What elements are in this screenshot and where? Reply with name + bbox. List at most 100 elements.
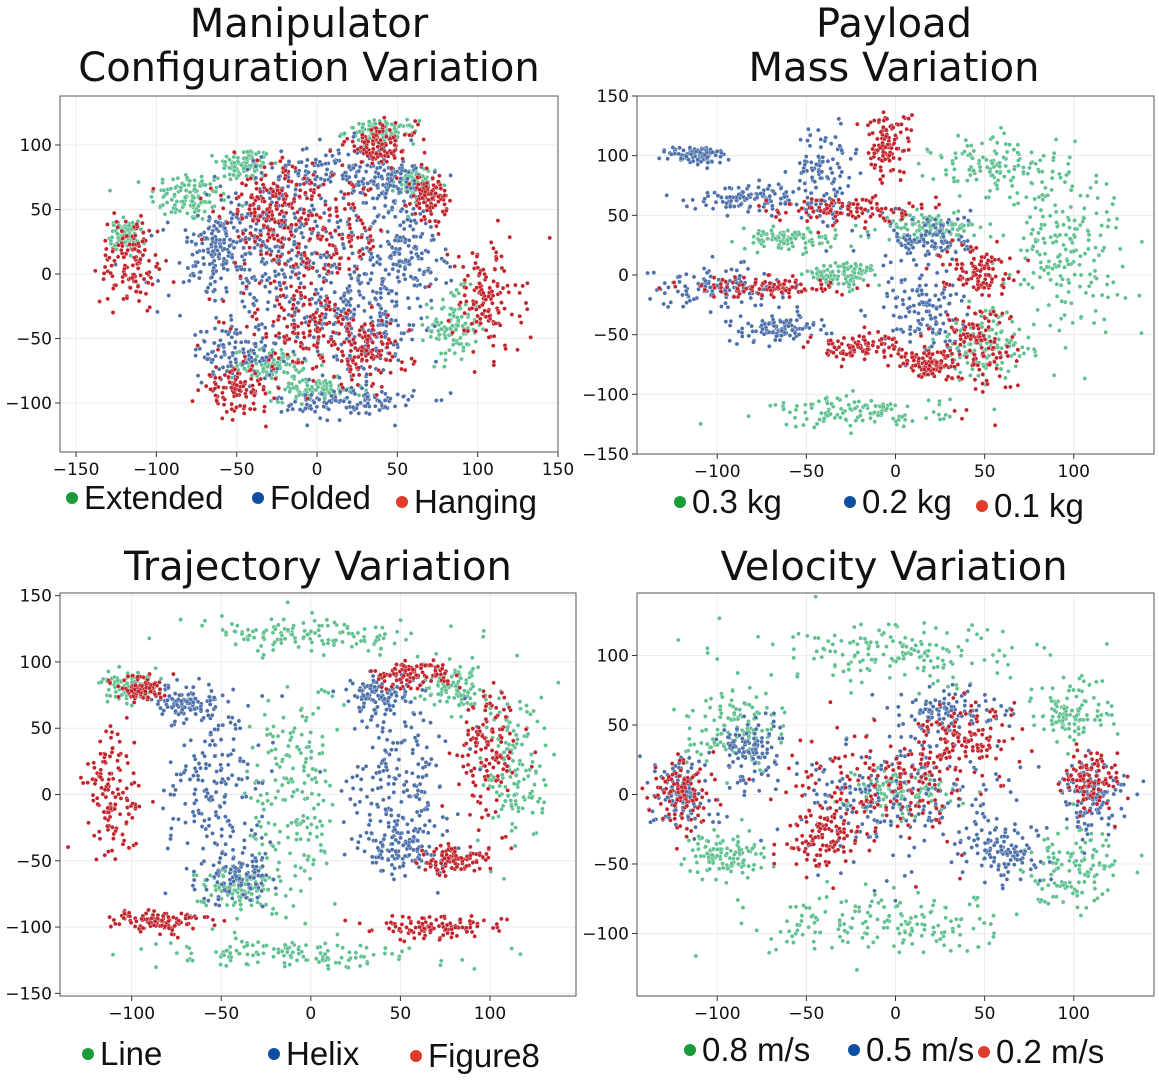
scatter-point	[304, 260, 309, 266]
scatter-point	[192, 332, 198, 338]
scatter-point	[242, 261, 247, 267]
scatter-point	[265, 238, 270, 243]
scatter-point	[273, 341, 278, 346]
scatter-point	[734, 341, 740, 347]
scatter-point	[436, 231, 441, 237]
scatter-point	[270, 323, 276, 328]
scatter-point	[363, 169, 369, 174]
scatter-point	[110, 249, 115, 254]
scatter-point	[185, 265, 191, 271]
scatter-point	[796, 186, 802, 191]
scatter-point	[169, 209, 174, 215]
scatter-point	[303, 221, 309, 226]
scatter-point	[836, 281, 841, 287]
scatter-point	[1030, 227, 1036, 232]
scatter-point	[243, 339, 249, 344]
scatter-point	[342, 206, 348, 212]
scatter-point	[261, 409, 267, 414]
scatter-point	[502, 306, 507, 311]
scatter-point	[820, 154, 826, 160]
scatter-point	[254, 354, 260, 359]
scatter-point	[1013, 363, 1019, 369]
scatter-point	[813, 185, 819, 190]
scatter-point	[250, 218, 256, 223]
scatter-point	[715, 193, 721, 198]
scatter-point	[239, 162, 244, 168]
scatter-point	[923, 415, 929, 421]
scatter-point	[889, 406, 894, 412]
scatter-point	[379, 334, 384, 339]
scatter-point	[471, 301, 476, 307]
scatter-point	[325, 418, 330, 423]
scatter-point	[787, 333, 793, 338]
scatter-point	[981, 364, 987, 369]
scatter-point	[828, 166, 833, 171]
scatter-point	[368, 246, 373, 252]
scatter-point	[547, 235, 552, 241]
scatter-point	[381, 330, 387, 336]
scatter-point	[473, 260, 478, 266]
scatter-point	[892, 403, 898, 408]
scatter-point	[227, 243, 232, 249]
scatter-point	[424, 327, 430, 333]
scatter-point	[367, 364, 373, 370]
scatter-point	[367, 226, 372, 232]
scatter-point	[376, 348, 382, 354]
scatter-point	[347, 239, 352, 245]
scatter-point	[287, 389, 292, 394]
scatter-point	[439, 397, 444, 403]
scatter-point	[1040, 214, 1046, 219]
scatter-point	[718, 154, 723, 159]
scatter-point	[887, 237, 892, 242]
scatter-point	[824, 331, 829, 336]
scatter-point	[229, 317, 234, 323]
scatter-point	[202, 209, 207, 214]
scatter-point	[370, 340, 375, 345]
scatter-point	[314, 404, 320, 410]
scatter-point	[341, 399, 346, 404]
scatter-point	[401, 394, 406, 399]
scatter-point	[1066, 217, 1072, 223]
scatter-point	[415, 296, 420, 301]
scatter-point	[998, 366, 1004, 372]
scatter-point	[368, 233, 373, 239]
scatter-point	[390, 354, 395, 359]
scatter-point	[1033, 205, 1038, 211]
scatter-point	[357, 129, 362, 134]
scatter-point	[256, 206, 261, 211]
scatter-point	[478, 316, 483, 322]
scatter-point	[872, 419, 878, 424]
scatter-point	[483, 274, 489, 280]
scatter-point	[324, 307, 329, 312]
scatter-point	[1025, 171, 1031, 176]
scatter-point	[256, 218, 261, 223]
scatter-point	[677, 279, 682, 285]
scatter-point	[819, 169, 825, 175]
scatter-point	[365, 181, 370, 186]
scatter-point	[1033, 353, 1038, 358]
scatter-point	[288, 284, 294, 289]
scatter-point	[905, 305, 911, 311]
scatter-point	[136, 298, 142, 304]
scatter-point	[380, 123, 385, 128]
scatter-point	[263, 173, 268, 178]
scatter-point	[310, 226, 316, 232]
scatter-point	[348, 244, 354, 249]
scatter-point	[916, 327, 922, 332]
scatter-point	[248, 210, 254, 216]
scatter-point	[822, 138, 828, 144]
scatter-point	[379, 141, 385, 147]
scatter-point	[1015, 150, 1020, 155]
scatter-point	[495, 283, 500, 289]
scatter-point	[163, 258, 169, 264]
scatter-point	[290, 359, 296, 364]
scatter-point	[221, 237, 227, 242]
scatter-point	[778, 186, 784, 191]
scatter-point	[829, 331, 834, 336]
scatter-point	[525, 280, 530, 286]
scatter-point	[382, 404, 388, 410]
scatter-point	[431, 182, 436, 188]
scatter-point	[153, 252, 158, 258]
scatter-point	[449, 306, 454, 312]
